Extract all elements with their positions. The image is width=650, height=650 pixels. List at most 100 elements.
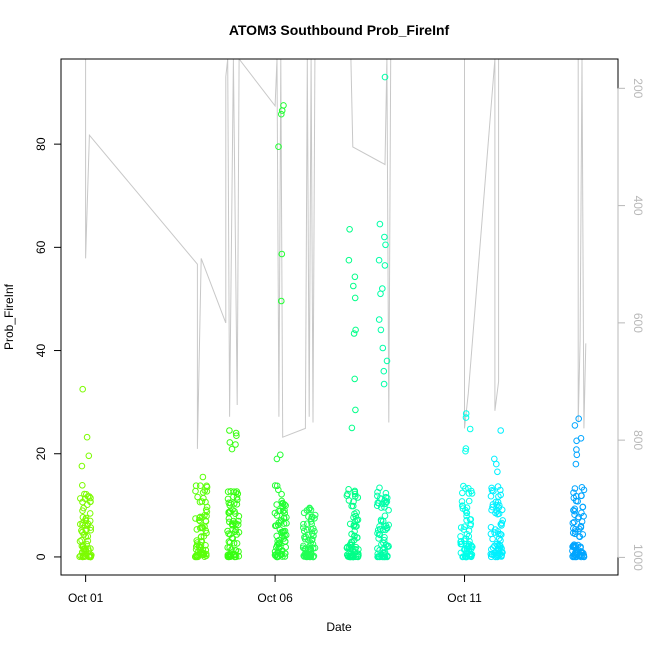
data-point [570, 518, 578, 526]
y-tick-label: 40 [34, 344, 48, 358]
data-point [300, 520, 307, 528]
data-point [225, 530, 232, 538]
data-point [353, 522, 360, 530]
data-point [79, 482, 86, 489]
data-point [199, 473, 207, 481]
data-point [300, 527, 308, 535]
data-point [202, 517, 210, 525]
data-point [384, 494, 391, 502]
data-point [465, 485, 472, 492]
data-point [203, 550, 210, 558]
data-point [494, 528, 502, 535]
data-point [570, 507, 577, 514]
data-point [570, 525, 577, 532]
data-point [83, 433, 91, 441]
data-point [382, 241, 389, 249]
y-axis: 0 20 40 60 80 [34, 137, 62, 560]
chart-title: ATOM3 Southbound Prob_FireInf [229, 22, 450, 38]
data-point [306, 504, 313, 512]
data-point [277, 517, 285, 524]
data-point [272, 522, 279, 530]
data-point [496, 502, 503, 509]
data-point [381, 262, 389, 269]
data-point [463, 512, 470, 520]
data-point [351, 487, 359, 495]
data-point [378, 541, 385, 548]
y2-tick-label: 600 [631, 313, 645, 333]
data-point [488, 546, 495, 553]
data-point [235, 529, 243, 536]
data-point [278, 297, 285, 305]
data-point [487, 524, 495, 531]
data-point [279, 528, 287, 536]
data-point [487, 553, 495, 561]
y-tick-label: 60 [34, 240, 48, 254]
data-point [351, 294, 359, 302]
data-point [229, 525, 236, 533]
data-point [495, 541, 503, 549]
data-point [351, 490, 359, 498]
data-point [379, 517, 387, 525]
data-point [303, 520, 311, 528]
data-point [379, 344, 387, 352]
data-point [465, 497, 473, 505]
data-point [300, 524, 307, 532]
data-point [381, 73, 389, 81]
data-point [192, 553, 199, 561]
data-point [278, 250, 286, 258]
data-point [203, 503, 211, 511]
y2-tick-label: 800 [631, 430, 645, 450]
data-point [85, 452, 93, 460]
data-point [374, 550, 382, 558]
data-point [227, 488, 234, 495]
data-point [457, 533, 464, 540]
data-point [202, 546, 210, 554]
points-group [76, 73, 588, 561]
data-point [493, 460, 500, 468]
data-point [571, 542, 578, 550]
data-point [344, 490, 351, 498]
data-point [467, 516, 475, 523]
data-point [498, 519, 506, 527]
data-point [375, 531, 383, 538]
data-point [273, 532, 281, 540]
data-point [463, 530, 471, 538]
data-point [571, 505, 579, 513]
line-series [85, 59, 587, 449]
data-point [573, 437, 580, 445]
data-point [351, 532, 358, 540]
data-point [457, 538, 465, 545]
data-point [459, 502, 466, 510]
data-point [381, 233, 388, 241]
data-point [345, 256, 353, 264]
x-tick-label: Oct 01 [68, 591, 104, 605]
data-point [233, 540, 241, 547]
data-point [311, 511, 319, 519]
data-point [462, 485, 469, 492]
data-point [235, 512, 243, 520]
data-point [308, 526, 315, 533]
data-point [349, 551, 357, 559]
data-point [578, 484, 586, 491]
data-point [87, 526, 94, 534]
data-point [228, 445, 236, 453]
data-point [301, 533, 308, 541]
data-point [579, 503, 587, 511]
data-point [353, 516, 361, 524]
data-point [351, 273, 359, 281]
data-point [495, 493, 502, 500]
data-point [87, 545, 94, 552]
data-point [572, 497, 580, 505]
data-point [499, 517, 507, 524]
data-point [571, 507, 579, 515]
data-point [462, 445, 470, 452]
data-point [384, 552, 391, 560]
data-point [577, 522, 585, 530]
data-point [299, 544, 307, 552]
data-point [309, 540, 317, 548]
data-point [226, 509, 233, 516]
data-point [492, 553, 499, 561]
plot-frame [60, 58, 619, 576]
plot-area [76, 59, 588, 561]
data-point [573, 451, 581, 459]
